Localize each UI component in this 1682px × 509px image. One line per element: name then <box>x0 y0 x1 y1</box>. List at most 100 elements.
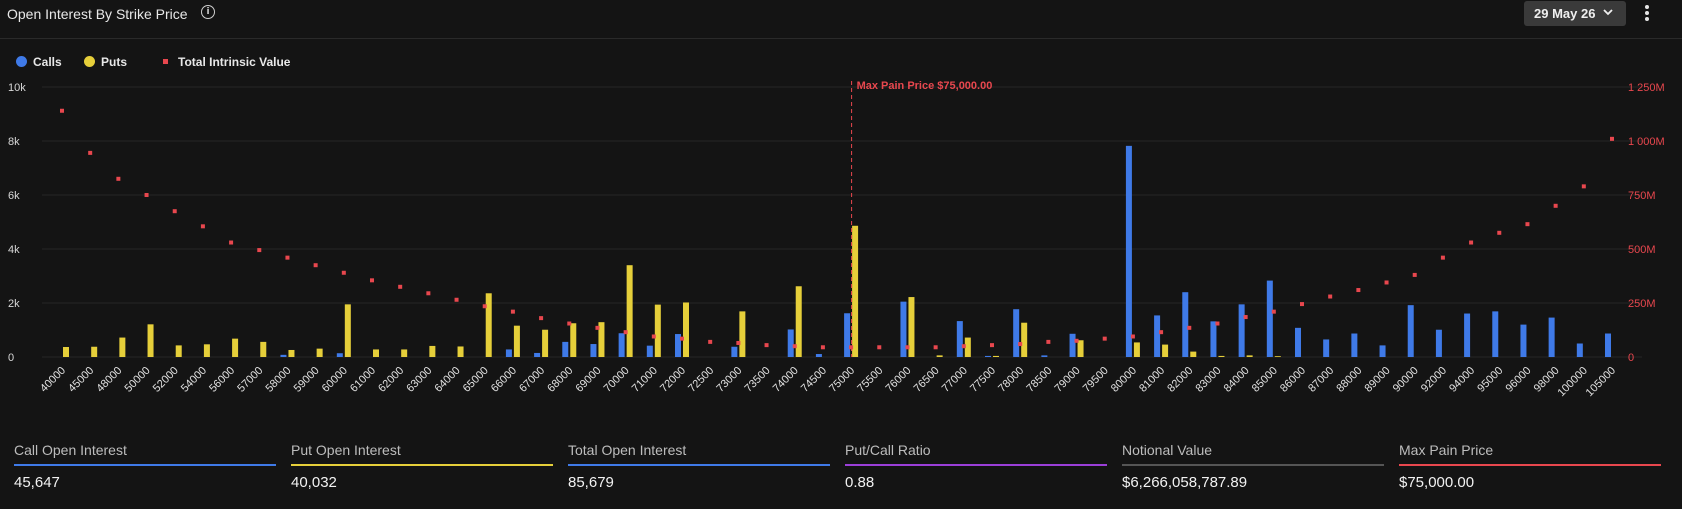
intrinsic-value-point <box>454 297 459 302</box>
call-bar <box>1210 321 1217 357</box>
x-tick-label: 81000 <box>1137 365 1167 395</box>
call-bar <box>1379 345 1386 357</box>
expiry-date-value: 29 May 26 <box>1534 6 1596 21</box>
legend-label-intrinsic: Total Intrinsic Value <box>178 55 291 69</box>
intrinsic-value-point <box>990 343 994 348</box>
put-bar <box>175 345 182 357</box>
intrinsic-value-point <box>539 316 544 321</box>
x-tick-label: 86000 <box>1278 365 1308 395</box>
call-bar <box>1548 317 1555 357</box>
call-bar <box>1154 315 1161 357</box>
x-tick-label: 69000 <box>573 365 603 395</box>
x-tick-label: 83000 <box>1193 365 1223 395</box>
x-tick-label: 77000 <box>940 365 970 395</box>
intrinsic-value-point <box>482 304 487 309</box>
intrinsic-value-point <box>1497 230 1502 235</box>
intrinsic-value-point <box>313 263 318 268</box>
chart-header: Open Interest By Strike Price i 29 May 2… <box>0 0 1682 39</box>
put-bar <box>232 338 239 357</box>
stat-underline <box>1399 464 1661 466</box>
kebab-menu-icon[interactable] <box>1642 3 1652 25</box>
stat-value: $75,000.00 <box>1399 474 1475 491</box>
x-tick-label: 74000 <box>771 365 801 395</box>
puts-legend-marker <box>84 56 95 67</box>
y-tick-label-right: 500M <box>1628 244 1656 256</box>
intrinsic-value-point <box>1440 255 1445 260</box>
call-bar <box>1295 327 1301 357</box>
intrinsic-legend-marker <box>163 59 168 64</box>
stat-underline <box>845 464 1107 466</box>
call-bar <box>534 352 541 357</box>
call-bar <box>1069 333 1076 357</box>
put-bar <box>1246 355 1253 357</box>
max-pain-label: Max Pain Price $75,000.00 <box>857 80 993 92</box>
intrinsic-value-point <box>905 345 910 350</box>
x-tick-label: 50000 <box>123 365 153 395</box>
call-bar <box>1238 304 1245 357</box>
intrinsic-value-point <box>229 240 234 245</box>
put-bar <box>936 355 943 357</box>
put-bar <box>739 311 746 357</box>
x-tick-label: 79000 <box>1053 365 1083 395</box>
stat-label: Total Open Interest <box>568 442 687 458</box>
intrinsic-value-point <box>172 209 177 214</box>
y-tick-label-left: 4k <box>8 244 20 256</box>
x-tick-label: 105000 <box>1584 365 1618 399</box>
intrinsic-value-point <box>116 176 121 181</box>
call-bar <box>336 353 343 357</box>
put-bar <box>485 293 492 357</box>
call-bar <box>280 354 287 357</box>
info-icon[interactable]: i <box>201 5 215 19</box>
call-bar <box>505 349 512 357</box>
x-tick-label: 75500 <box>855 365 885 395</box>
stat-value: 85,679 <box>568 474 614 491</box>
put-bar <box>1077 340 1084 357</box>
x-tick-label: 45000 <box>66 365 96 395</box>
call-bar <box>1576 343 1583 357</box>
put-bar <box>1218 355 1225 357</box>
x-tick-label: 63000 <box>404 365 434 395</box>
stat-value: 45,647 <box>14 474 60 491</box>
x-tick-label: 56000 <box>207 365 237 395</box>
intrinsic-value-point <box>1215 321 1220 326</box>
x-tick-label: 59000 <box>292 365 322 395</box>
put-bar <box>203 344 210 357</box>
stat-value: 40,032 <box>291 474 337 491</box>
intrinsic-value-point <box>1581 184 1586 189</box>
x-tick-label: 74500 <box>799 365 829 395</box>
put-bar <box>91 346 98 357</box>
intrinsic-value-point <box>736 340 741 345</box>
call-bar <box>1266 280 1273 357</box>
call-bar <box>1041 355 1048 357</box>
intrinsic-value-point <box>1243 315 1248 320</box>
intrinsic-value-point <box>1271 309 1276 314</box>
x-tick-label: 52000 <box>151 365 181 395</box>
x-tick-label: 73500 <box>743 365 773 395</box>
intrinsic-value-point <box>1525 222 1530 227</box>
x-tick-label: 40000 <box>38 365 68 395</box>
intrinsic-value-point <box>1553 203 1558 208</box>
x-tick-label: 100000 <box>1555 365 1589 399</box>
x-tick-label: 71000 <box>630 365 660 395</box>
intrinsic-value-point <box>1130 334 1135 339</box>
x-tick-label: 48000 <box>94 365 124 395</box>
put-bar <box>147 324 154 357</box>
intrinsic-value-point <box>764 343 769 348</box>
intrinsic-value-point <box>680 336 684 341</box>
x-tick-label: 72500 <box>686 365 716 395</box>
x-tick-label: 72000 <box>658 365 688 395</box>
intrinsic-value-point <box>792 344 797 349</box>
expiry-date-select[interactable]: 29 May 26 <box>1524 1 1626 26</box>
stat-underline <box>14 464 276 466</box>
x-tick-label: 57000 <box>235 365 265 395</box>
intrinsic-value-point <box>1300 302 1304 307</box>
put-bar <box>401 349 408 357</box>
call-bar <box>844 313 851 357</box>
intrinsic-value-point <box>1469 240 1474 245</box>
intrinsic-value-point <box>60 108 64 113</box>
call-bar <box>900 301 907 357</box>
stat-value: 0.88 <box>845 474 875 491</box>
call-bar <box>646 345 653 357</box>
call-bar <box>618 333 625 357</box>
x-tick-label: 65000 <box>461 365 491 395</box>
